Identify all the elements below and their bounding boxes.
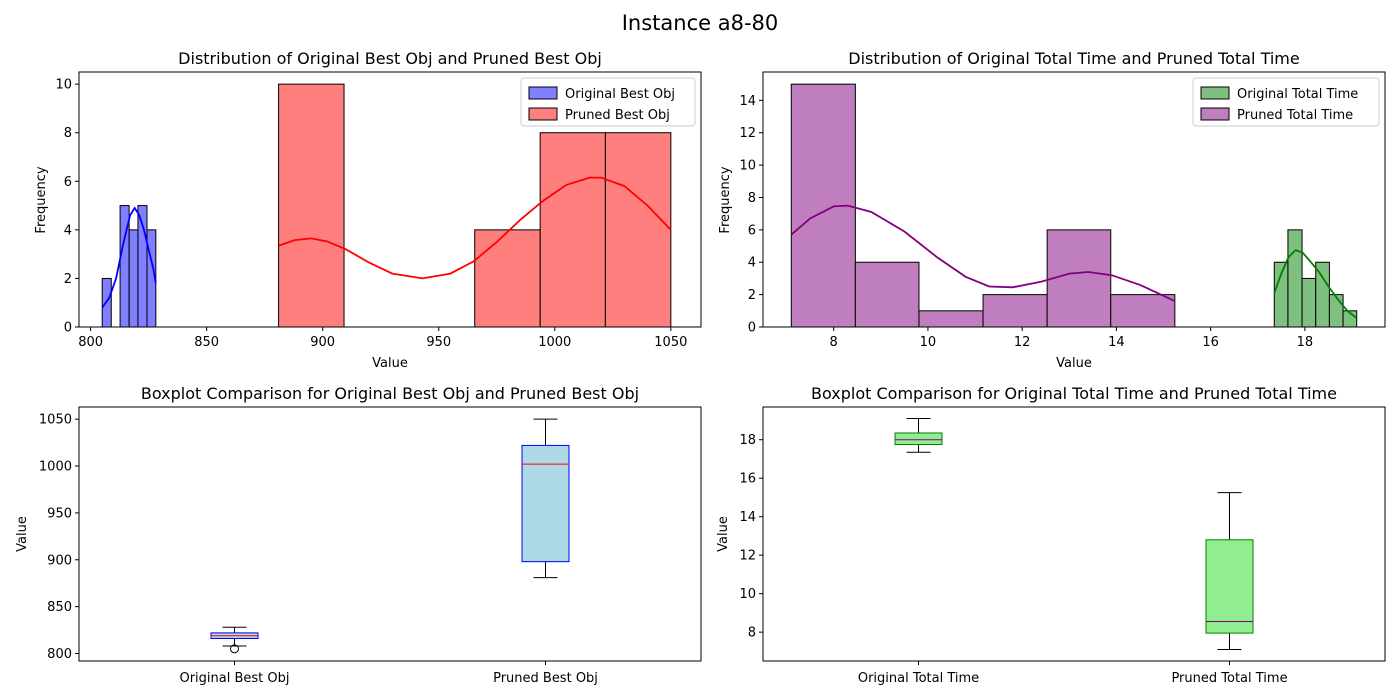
panel-title: Boxplot Comparison for Original Total Ti… <box>811 384 1337 403</box>
panel-title: Boxplot Comparison for Original Best Obj… <box>141 384 639 403</box>
x-tick-label: Original Total Time <box>858 671 979 686</box>
legend-label: Pruned Best Obj <box>565 108 670 123</box>
y-tick-label: 6 <box>64 175 72 190</box>
histogram-bar <box>854 261 920 328</box>
y-tick-label: 8 <box>748 191 756 206</box>
kde-line <box>278 176 672 280</box>
y-tick-label: 10 <box>55 78 72 93</box>
legend-swatch <box>528 86 558 100</box>
x-tick-label: Pruned Best Obj <box>493 671 598 686</box>
y-tick-label: 8 <box>748 626 756 641</box>
panel-box-time: Boxplot Comparison for Original Total Ti… <box>716 384 1386 686</box>
histogram-bar <box>1328 294 1344 328</box>
y-tick-label: 8 <box>64 126 72 141</box>
y-axis-label: Value <box>716 516 731 552</box>
y-tick-label: 4 <box>748 256 756 271</box>
y-tick-label: 950 <box>47 506 72 521</box>
x-tick-label: 8 <box>830 335 838 350</box>
panel-box-obj: Boxplot Comparison for Original Best Obj… <box>15 384 702 686</box>
x-tick-label: 950 <box>426 335 451 350</box>
y-tick-label: 12 <box>739 549 756 564</box>
y-tick-label: 14 <box>739 94 756 109</box>
x-tick-label: 10 <box>920 335 937 350</box>
y-tick-label: 800 <box>47 647 72 662</box>
legend-swatch <box>1200 107 1230 121</box>
histogram-bar <box>128 229 139 328</box>
x-tick-label: Pruned Total Time <box>1171 671 1287 686</box>
figure-title: Instance a8-80 <box>622 11 779 35</box>
y-tick-label: 2 <box>64 272 72 287</box>
legend-label: Original Total Time <box>1237 87 1358 102</box>
box <box>1205 539 1254 634</box>
kde-line <box>790 204 1176 302</box>
plot-frame <box>762 406 1386 662</box>
x-tick-label: 18 <box>1297 335 1314 350</box>
y-tick-label: 10 <box>739 159 756 174</box>
panel-hist-time: Distribution of Original Total Time and … <box>718 49 1386 371</box>
y-axis-label: Frequency <box>718 166 733 233</box>
legend-box <box>1192 77 1380 127</box>
histogram-bar <box>1315 261 1330 328</box>
legend-box <box>520 77 696 127</box>
box <box>521 444 570 563</box>
histogram-bar <box>1110 294 1176 328</box>
x-tick-label: 900 <box>310 335 335 350</box>
y-axis-label: Value <box>15 516 30 552</box>
histogram-bar <box>918 310 984 328</box>
histogram-bar <box>539 132 606 328</box>
y-tick-label: 12 <box>739 126 756 141</box>
y-tick-label: 1050 <box>39 413 72 428</box>
histogram-bar <box>1046 229 1112 328</box>
histogram-bar <box>982 294 1048 328</box>
legend-label: Original Best Obj <box>565 87 675 102</box>
y-tick-label: 900 <box>47 553 72 568</box>
x-tick-label: 1050 <box>654 335 687 350</box>
y-tick-label: 6 <box>748 223 756 238</box>
histogram-bar <box>474 229 541 328</box>
y-tick-label: 0 <box>64 321 72 336</box>
x-tick-label: 1000 <box>538 335 571 350</box>
plot-frame <box>762 71 1386 328</box>
x-tick-label: 12 <box>1014 335 1031 350</box>
outlier-point <box>230 644 239 654</box>
legend-swatch <box>1200 86 1230 100</box>
histogram-bar <box>1287 229 1303 328</box>
kde-line <box>1273 249 1358 319</box>
kde-line <box>101 206 157 309</box>
y-tick-label: 16 <box>739 472 756 487</box>
x-tick-label: 800 <box>78 335 103 350</box>
y-tick-label: 18 <box>739 433 756 448</box>
histogram-bar <box>604 132 672 328</box>
y-tick-label: 2 <box>748 288 756 303</box>
histogram-bar <box>1301 277 1317 328</box>
y-axis-label: Frequency <box>34 166 49 233</box>
x-tick-label: 850 <box>194 335 219 350</box>
y-tick-label: 0 <box>748 321 756 336</box>
box <box>894 432 943 446</box>
plot-frame <box>78 71 702 328</box>
y-tick-label: 4 <box>64 223 72 238</box>
x-tick-label: 14 <box>1108 335 1125 350</box>
panel-title: Distribution of Original Best Obj and Pr… <box>178 49 602 68</box>
y-tick-label: 10 <box>739 587 756 602</box>
plot-frame <box>78 406 702 662</box>
y-tick-label: 14 <box>739 510 756 525</box>
panel-hist-obj: Distribution of Original Best Obj and Pr… <box>34 49 702 371</box>
x-axis-label: Value <box>1056 356 1092 371</box>
x-tick-label: Original Best Obj <box>179 671 289 686</box>
histogram-bar <box>278 83 345 328</box>
y-tick-label: 1000 <box>39 460 72 475</box>
legend-swatch <box>528 107 558 121</box>
x-tick-label: 16 <box>1202 335 1219 350</box>
x-axis-label: Value <box>372 356 408 371</box>
y-tick-label: 850 <box>47 600 72 615</box>
panel-title: Distribution of Original Total Time and … <box>848 49 1299 68</box>
legend-label: Pruned Total Time <box>1237 108 1353 123</box>
